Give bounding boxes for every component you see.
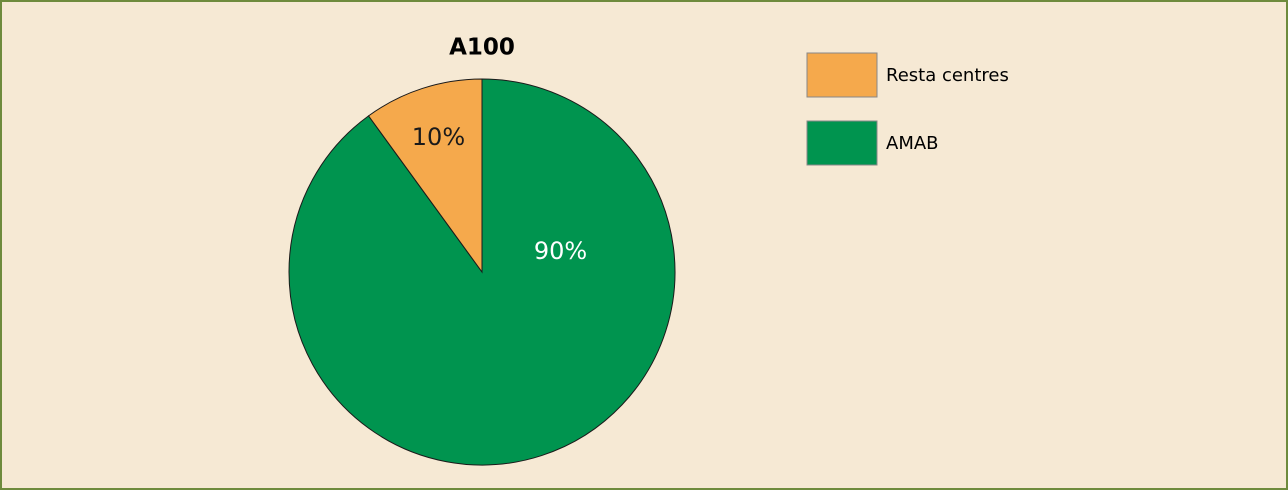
legend-label: Resta centres — [886, 65, 1009, 86]
pie-slice — [367, 78, 483, 274]
data-label: 10% — [412, 123, 465, 151]
legend-swatch — [806, 120, 878, 166]
data-label: 90% — [534, 237, 587, 265]
legend-swatch — [806, 52, 878, 98]
legend-label: AMAB — [886, 133, 939, 154]
chart-title: A100 — [449, 35, 515, 61]
